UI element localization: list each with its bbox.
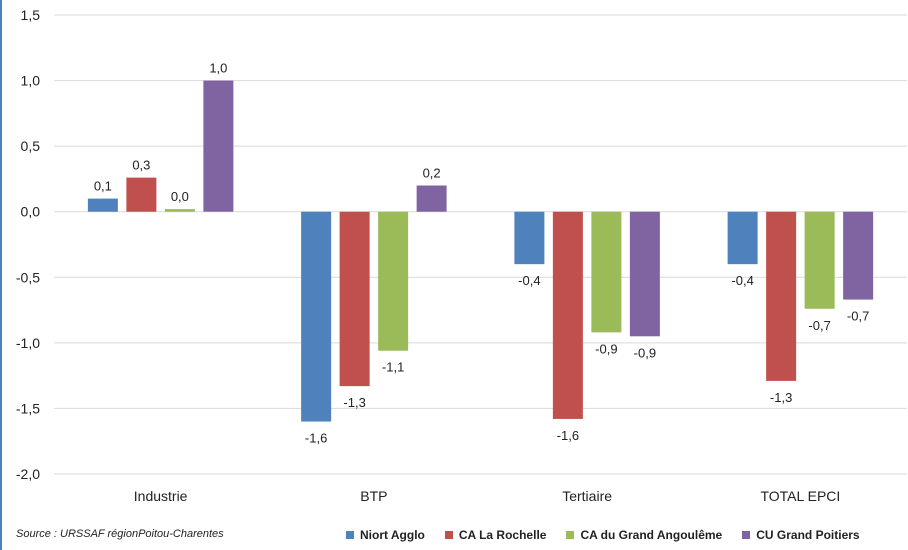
x-tick-label: TOTAL EPCI [760, 488, 840, 504]
data-label: -0,4 [731, 273, 753, 288]
bar [552, 211, 583, 419]
bar [591, 211, 622, 333]
y-tick-label: -1,5 [16, 400, 40, 416]
bar [87, 198, 118, 212]
source-note: Source : URSSAF régionPoitou-Charentes [16, 528, 224, 540]
legend-label: CU Grand Poitiers [756, 528, 860, 542]
y-tick-label: -1,0 [16, 335, 40, 351]
legend-item-cu-grand-poitiers: CU Grand Poitiers [742, 528, 860, 542]
data-label: 0,1 [94, 179, 112, 194]
data-label: 0,3 [132, 158, 150, 173]
data-label: -1,6 [305, 431, 327, 446]
x-tick-label: BTP [360, 488, 387, 504]
bar [804, 211, 835, 309]
legend-label: CA La Rochelle [458, 528, 547, 542]
bar [126, 177, 157, 212]
data-label: -0,4 [518, 273, 540, 288]
legend-item-ca-grand-angouleme: CA du Grand Angoulême [566, 528, 722, 542]
x-tick-label: Tertiaire [562, 488, 612, 504]
bar [301, 211, 332, 422]
bar [203, 80, 234, 212]
legend-label: CA du Grand Angoulême [580, 528, 723, 542]
legend-swatch [566, 531, 575, 539]
data-label: 0,2 [423, 165, 441, 180]
legend-item-ca-la-rochelle: CA La Rochelle [444, 528, 547, 542]
legend-label: Niort Agglo [360, 528, 425, 542]
legend-swatch [444, 531, 453, 539]
bar [339, 211, 370, 387]
data-label: -1,3 [770, 390, 792, 405]
bar [629, 211, 660, 337]
data-label: 0,0 [171, 189, 189, 204]
data-label: -1,3 [343, 395, 365, 410]
bar [766, 211, 797, 381]
data-label: -0,7 [808, 318, 830, 333]
bar [416, 185, 447, 212]
y-tick-label: 0,0 [21, 204, 41, 220]
data-label: 1,0 [209, 61, 227, 76]
y-tick-label: 0,5 [21, 138, 41, 154]
legend-swatch [346, 531, 354, 539]
bar [727, 211, 758, 265]
y-tick-label: 1,5 [21, 7, 41, 23]
data-label: -0,9 [634, 345, 656, 360]
data-label: -1,6 [557, 428, 579, 443]
legend: Niort Agglo CA La Rochelle CA du Grand A… [346, 528, 860, 542]
data-label: -0,9 [595, 341, 617, 356]
legend-item-niort-agglo: Niort Agglo [346, 528, 425, 542]
y-tick-label: -2,0 [16, 466, 40, 482]
y-tick-label: -0,5 [16, 269, 40, 285]
bar [164, 209, 195, 212]
x-tick-label: Industrie [134, 488, 188, 504]
legend-swatch [742, 531, 751, 539]
bar [514, 211, 545, 265]
y-tick-label: 1,0 [21, 73, 41, 89]
data-label: -1,1 [382, 360, 404, 375]
bar [378, 211, 409, 351]
bar [843, 211, 874, 300]
data-label: -0,7 [847, 309, 869, 324]
